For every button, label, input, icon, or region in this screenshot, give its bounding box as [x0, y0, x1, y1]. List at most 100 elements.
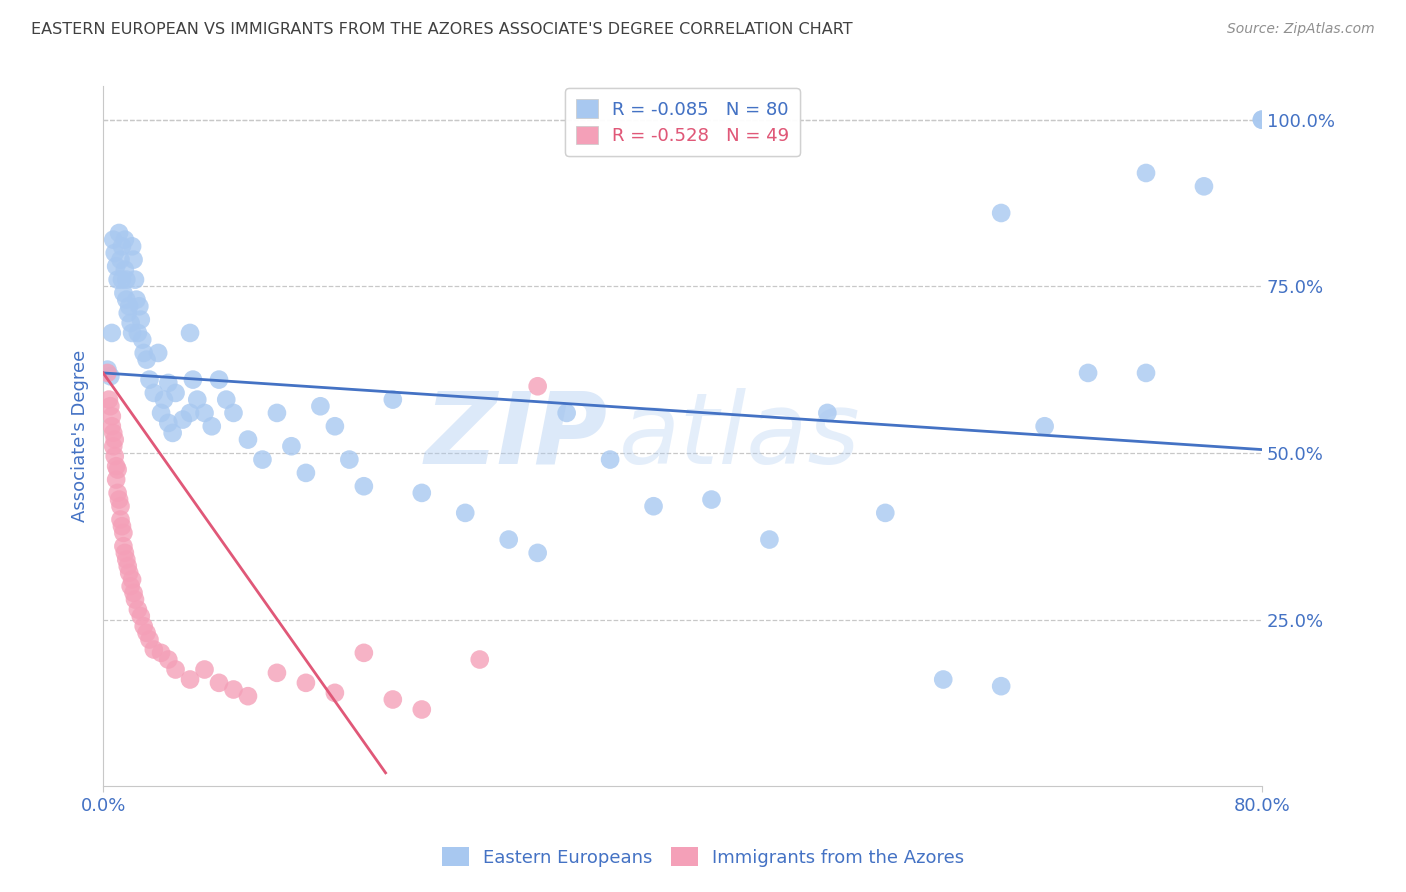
Point: [193, 663, 215, 677]
Point: [110, 512, 132, 526]
Point: [105, 260, 128, 274]
Point: [108, 226, 131, 240]
Point: [142, 386, 165, 401]
Point: [111, 272, 134, 286]
Point: [990, 679, 1012, 693]
Point: [193, 406, 215, 420]
Point: [124, 592, 146, 607]
Point: [100, 399, 122, 413]
Point: [815, 406, 838, 420]
Point: [1135, 366, 1157, 380]
Legend: Eastern Europeans, Immigrants from the Azores: Eastern Europeans, Immigrants from the A…: [434, 840, 972, 874]
Point: [111, 239, 134, 253]
Point: [266, 406, 288, 420]
Text: atlas: atlas: [619, 388, 860, 484]
Point: [107, 486, 129, 500]
Point: [127, 602, 149, 616]
Point: [157, 376, 180, 390]
Point: [498, 533, 520, 547]
Point: [157, 652, 180, 666]
Point: [118, 566, 141, 580]
Point: [100, 369, 122, 384]
Point: [266, 665, 288, 680]
Point: [222, 682, 245, 697]
Point: [115, 552, 138, 566]
Point: [157, 416, 180, 430]
Point: [101, 326, 124, 340]
Point: [236, 689, 259, 703]
Point: [179, 326, 201, 340]
Point: [1192, 179, 1215, 194]
Point: [1135, 166, 1157, 180]
Point: [875, 506, 897, 520]
Point: [112, 285, 135, 300]
Point: [112, 539, 135, 553]
Point: [295, 466, 318, 480]
Point: [103, 425, 125, 440]
Point: [121, 326, 143, 340]
Point: [353, 646, 375, 660]
Point: [201, 419, 224, 434]
Point: [132, 346, 155, 360]
Point: [411, 486, 433, 500]
Point: [208, 676, 231, 690]
Point: [643, 500, 665, 514]
Point: [381, 692, 404, 706]
Point: [114, 262, 136, 277]
Point: [124, 272, 146, 286]
Point: [107, 272, 129, 286]
Point: [104, 246, 127, 260]
Point: [162, 425, 184, 440]
Point: [135, 352, 157, 367]
Point: [96, 366, 118, 380]
Point: [468, 652, 491, 666]
Point: [990, 206, 1012, 220]
Point: [353, 479, 375, 493]
Point: [114, 233, 136, 247]
Point: [117, 306, 139, 320]
Point: [252, 452, 274, 467]
Point: [103, 439, 125, 453]
Point: [132, 619, 155, 633]
Point: [150, 406, 173, 420]
Point: [138, 373, 160, 387]
Point: [121, 573, 143, 587]
Point: [700, 492, 723, 507]
Point: [121, 239, 143, 253]
Point: [165, 663, 187, 677]
Point: [110, 252, 132, 267]
Point: [104, 433, 127, 447]
Point: [526, 546, 548, 560]
Point: [411, 702, 433, 716]
Point: [97, 392, 120, 407]
Point: [115, 272, 138, 286]
Point: [120, 316, 142, 330]
Point: [115, 293, 138, 307]
Point: [381, 392, 404, 407]
Point: [128, 299, 150, 313]
Point: [108, 492, 131, 507]
Point: [110, 500, 132, 514]
Point: [208, 373, 231, 387]
Point: [323, 419, 346, 434]
Point: [105, 473, 128, 487]
Point: [125, 293, 148, 307]
Point: [122, 252, 145, 267]
Point: [454, 506, 477, 520]
Point: [111, 519, 134, 533]
Point: [150, 646, 173, 660]
Point: [181, 373, 204, 387]
Point: [1251, 112, 1274, 127]
Point: [280, 439, 302, 453]
Legend: R = -0.085   N = 80, R = -0.528   N = 49: R = -0.085 N = 80, R = -0.528 N = 49: [565, 88, 800, 156]
Point: [222, 406, 245, 420]
Point: [122, 586, 145, 600]
Point: [107, 462, 129, 476]
Text: ZIP: ZIP: [425, 388, 607, 484]
Point: [186, 392, 208, 407]
Point: [135, 625, 157, 640]
Y-axis label: Associate's Degree: Associate's Degree: [72, 351, 89, 523]
Point: [215, 392, 238, 407]
Text: EASTERN EUROPEAN VS IMMIGRANTS FROM THE AZORES ASSOCIATE'S DEGREE CORRELATION CH: EASTERN EUROPEAN VS IMMIGRANTS FROM THE …: [31, 22, 852, 37]
Point: [146, 346, 169, 360]
